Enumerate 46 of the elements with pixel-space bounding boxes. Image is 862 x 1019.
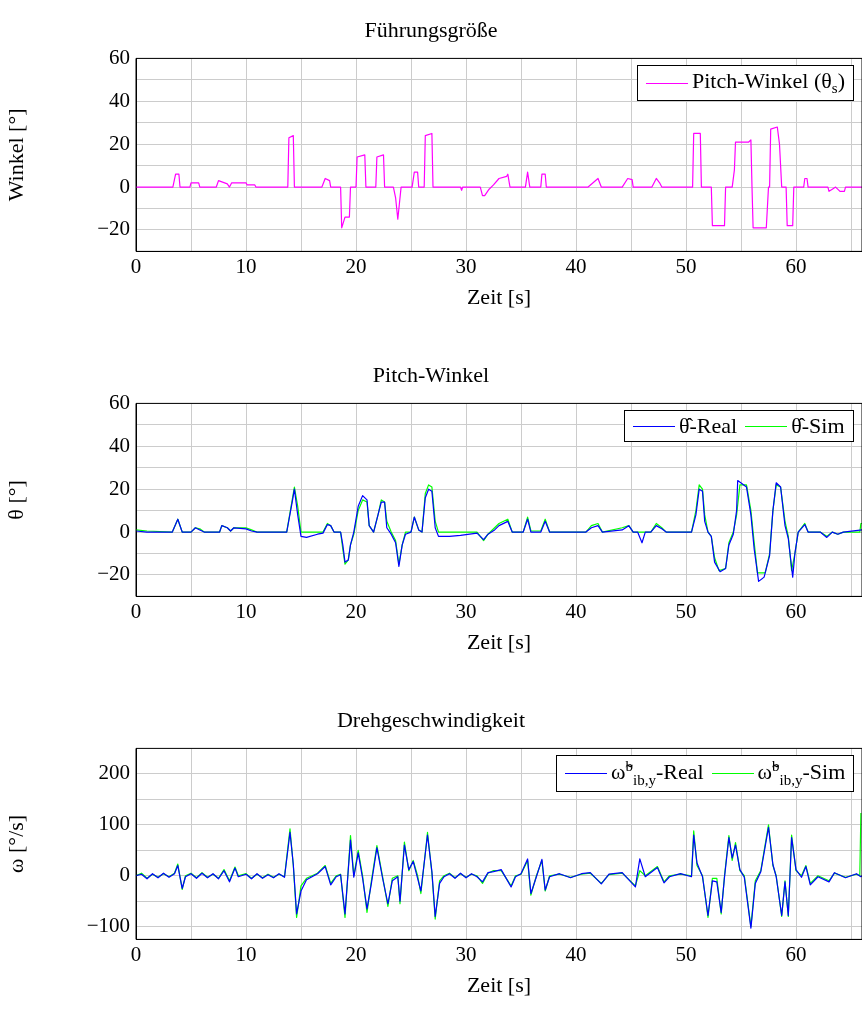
x-axis-title: Zeit [s] [466,283,532,309]
x-tick-label: 40 [565,941,587,966]
x-axis-title: Zeit [s] [466,971,532,997]
x-tick-label: 40 [565,253,587,278]
legend-label: θ̂-Real [679,413,738,440]
y-tick-label: 100 [98,811,130,836]
y-tick-label: 40 [109,87,130,112]
x-tick-label: 60 [785,598,807,623]
x-tick-label: 20 [345,941,367,966]
y-tick-label: 0 [119,173,130,198]
y-tick-label: −100 [86,913,130,938]
chart-title: Pitch-Winkel [372,361,490,387]
y-tick-label: 60 [109,44,130,69]
y-tick-label: 20 [109,130,130,155]
x-tick-label: 10 [235,598,257,623]
y-tick-label: 200 [98,760,130,785]
x-tick-label: 30 [455,598,477,623]
x-tick-label: 10 [235,253,257,278]
legend-label: ω̃$^{b}$$_{ib,y}$-Real [611,758,704,790]
legend-label: ω̃$^{b}$$_{ib,y}$-Sim [757,758,846,790]
y-tick-label: 0 [119,518,130,543]
x-tick-label: 50 [675,253,697,278]
x-tick-label: 60 [785,253,807,278]
y-tick-label: 40 [109,432,130,457]
y-tick-label: 60 [109,389,130,414]
x-tick-label: 20 [345,598,367,623]
y-tick-label: 20 [109,475,130,500]
x-axis-title: Zeit [s] [466,628,532,654]
legend-label: θ̂-Sim [791,413,845,440]
x-tick-label: 20 [345,253,367,278]
x-tick-label: 30 [455,941,477,966]
chart-title: Führungsgröße [364,16,498,42]
legend-label: Pitch-Winkel (θ$_{s}$) [692,68,845,98]
y-axis-title: Winkel [°] [2,108,28,202]
x-tick-label: 30 [455,253,477,278]
y-tick-label: −20 [97,561,130,586]
x-tick-label: 50 [675,598,697,623]
x-tick-label: 50 [675,941,697,966]
y-tick-label: 0 [119,862,130,887]
x-tick-label: 10 [235,941,257,966]
x-tick-label: 40 [565,598,587,623]
y-tick-label: −20 [97,216,130,241]
y-axis-title: ω [°/s] [2,814,28,873]
y-axis-title: θ [°] [2,480,28,520]
chart-title: Drehgeschwindigkeit [336,706,526,732]
x-tick-label: 60 [785,941,807,966]
